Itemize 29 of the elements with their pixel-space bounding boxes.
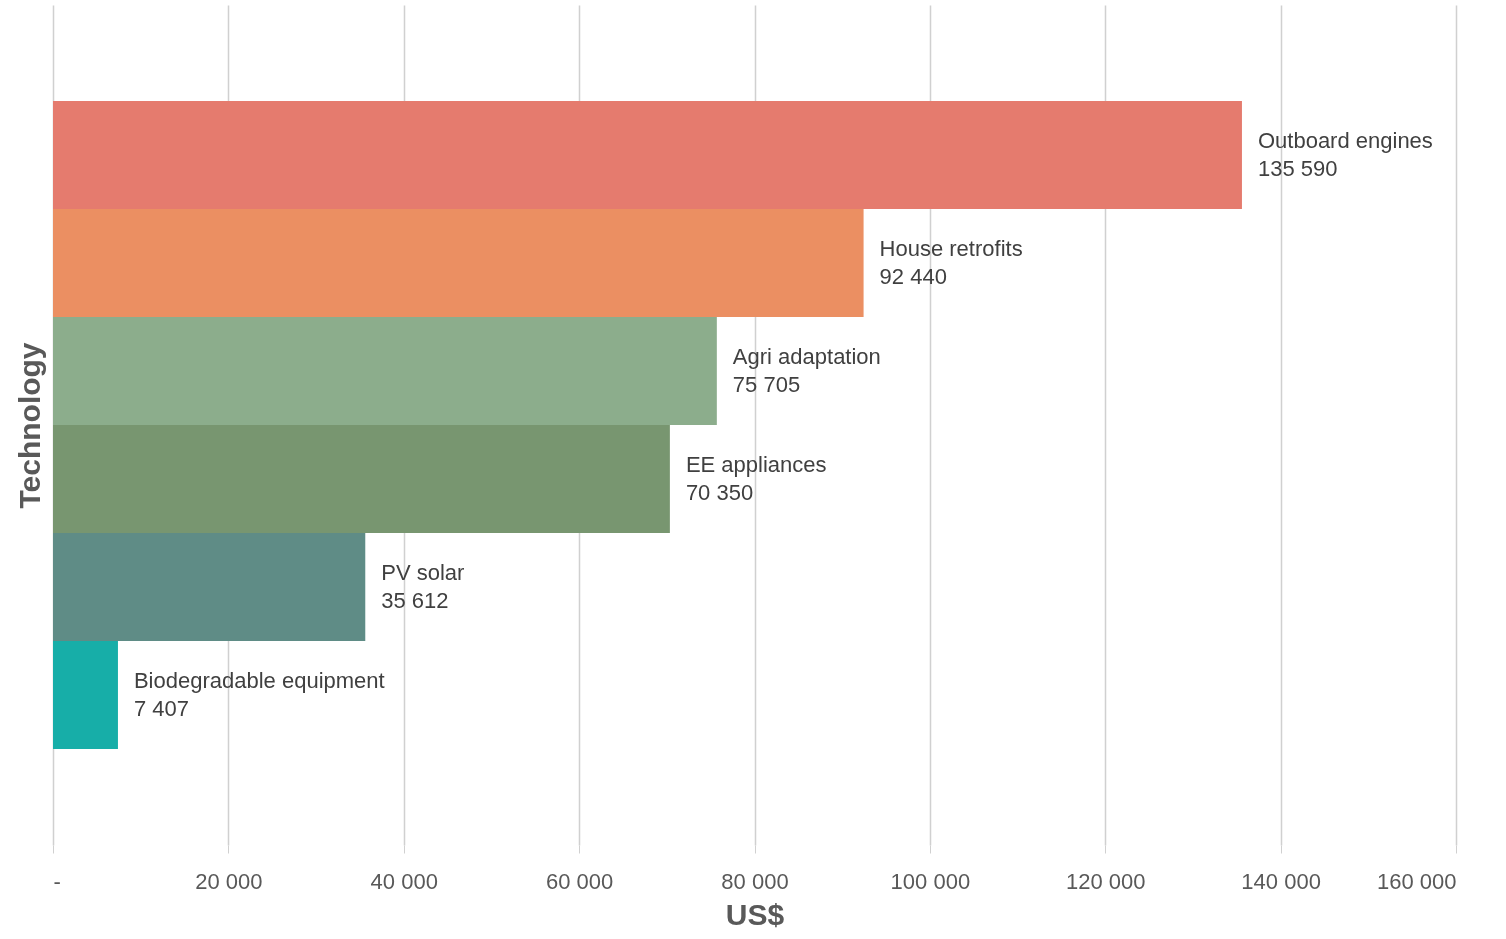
x-tick-label: 20 000 [195,868,263,894]
data-label: 7 407 [133,695,190,721]
data-label: 92 440 [879,264,947,290]
data-label: 70 350 [685,479,754,505]
x-tick-label: 80 000 [721,868,789,894]
y-tick-label: EE appliances [685,451,827,477]
x-tick-label: 120 000 [1065,868,1146,894]
bar [53,101,1242,210]
data-label: 135 590 [1257,156,1338,182]
y-axis-title: Technology [12,342,46,509]
bar [53,532,366,641]
y-tick-label: Outboard engines [1257,128,1433,154]
y-tick-label: PV solar [381,559,465,585]
x-tick-label: 160 000 [1376,868,1457,894]
x-tick-label: 100 000 [890,868,971,894]
x-tick-label: 140 000 [1241,868,1321,894]
x-tick-label: - [53,868,61,894]
data-label: 75 705 [732,372,801,398]
data-label: 35 612 [381,587,449,613]
x-tick-label: 40 000 [370,868,438,894]
x-tick-label: 60 000 [545,868,614,894]
bar [53,317,717,425]
bar [53,640,118,749]
x-axis-title: US$ [725,897,785,931]
y-tick-label: Biodegradable equipment [133,667,385,693]
y-tick-label: House retrofits [879,236,1023,262]
bar [53,209,864,318]
y-tick-label: Agri adaptation [732,344,881,370]
bar [53,425,670,533]
